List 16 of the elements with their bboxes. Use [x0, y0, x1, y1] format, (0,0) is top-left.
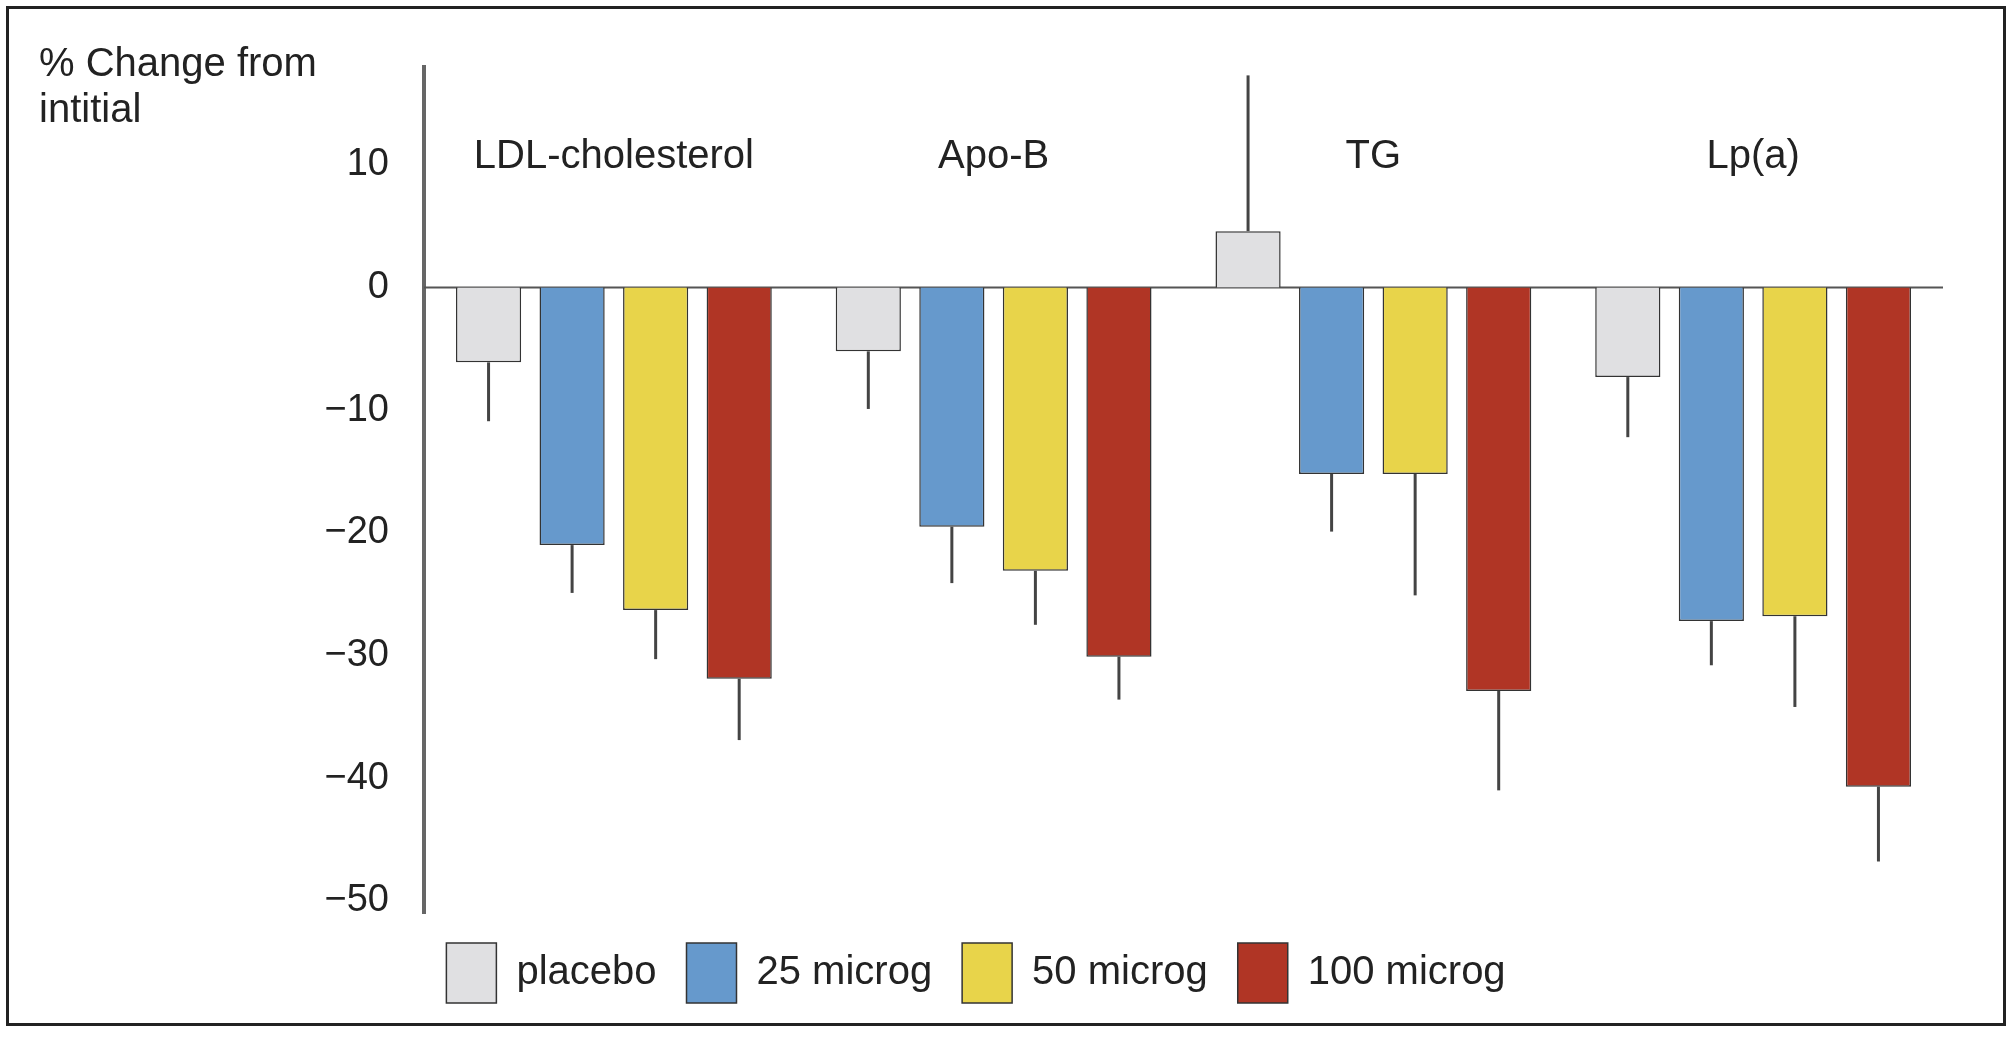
x-tick-label: Apo-B: [938, 131, 1050, 176]
x-tick-label: TG: [1345, 131, 1402, 176]
y-axis-title: % Change from intitial: [39, 39, 318, 131]
legend-label: 25 microg: [756, 948, 933, 993]
y-tick-label: 0: [367, 264, 389, 307]
legend-label: 50 microg: [1032, 948, 1208, 993]
y-tick-label: −30: [324, 631, 389, 674]
y-tick-label: −50: [324, 877, 389, 920]
y-tick-label: −10: [324, 386, 389, 429]
y-tick-label: 10: [346, 141, 389, 184]
y-tick-label: −40: [324, 754, 389, 797]
legend-label: placebo: [516, 948, 657, 993]
legend-label: 100 microg: [1307, 948, 1506, 993]
x-tick-label: Lp(a): [1706, 131, 1800, 176]
y-tick-label: −20: [324, 509, 389, 552]
x-tick-label: LDL-cholesterol: [473, 131, 754, 176]
